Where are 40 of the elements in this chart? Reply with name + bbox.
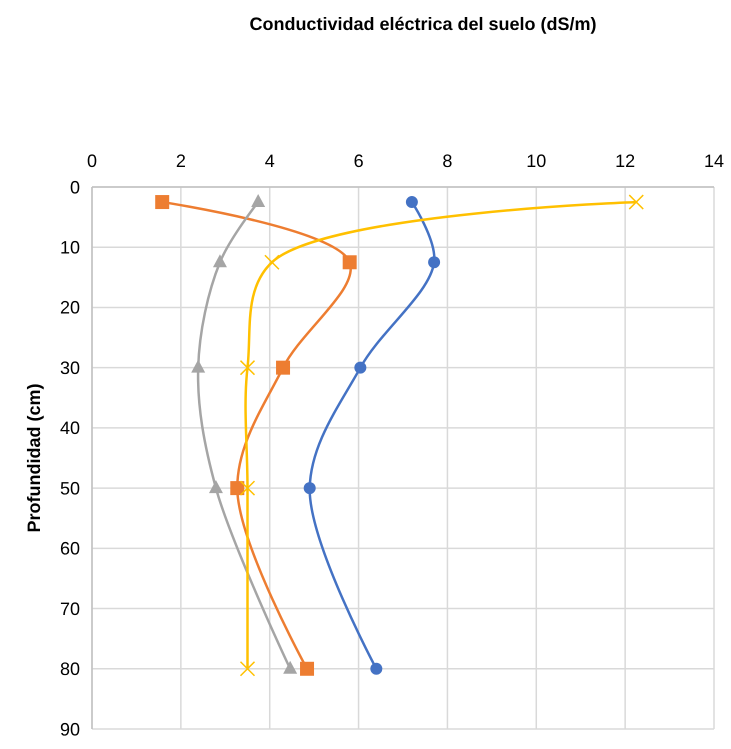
x-tick-label: 2 <box>176 151 186 171</box>
y-tick-label: 20 <box>60 298 80 318</box>
y-tick-label: 90 <box>60 719 80 740</box>
point <box>342 255 357 270</box>
y-tick-label: 80 <box>60 659 80 680</box>
point <box>251 194 266 208</box>
y-tick-label: 70 <box>60 598 80 619</box>
point <box>300 662 314 676</box>
y-tick-label: 50 <box>60 478 80 498</box>
point <box>406 196 418 208</box>
point <box>283 660 298 674</box>
point <box>304 482 316 494</box>
point <box>191 360 206 373</box>
x-tick-label: 0 <box>86 151 98 171</box>
point <box>230 481 244 496</box>
point <box>628 194 644 210</box>
y-tick-label: 40 <box>60 418 80 438</box>
point <box>276 360 290 375</box>
x-tick-label: 4 <box>264 151 275 171</box>
y-tick-label: 30 <box>60 358 80 378</box>
y-tick-label: 60 <box>60 538 80 559</box>
point <box>354 362 366 374</box>
point <box>208 480 223 494</box>
point <box>370 662 382 675</box>
x-tick-label: 14 <box>704 151 724 171</box>
point <box>240 480 256 496</box>
chart-title: Conductividad eléctrica del suelo (dS/m) <box>249 14 597 34</box>
point <box>212 254 227 268</box>
point <box>264 254 280 270</box>
x-tick-label: 10 <box>526 151 546 171</box>
point <box>240 360 256 376</box>
point <box>428 256 440 268</box>
point <box>240 661 256 677</box>
point <box>155 195 170 210</box>
x-tick-label: 12 <box>615 151 636 171</box>
y-tick-label: 10 <box>60 238 80 258</box>
y-axis-title: Profundidad (cm) <box>24 384 44 532</box>
x-tick-label: 8 <box>442 151 452 171</box>
y-tick-label: 0 <box>70 177 80 198</box>
x-tick-label: 6 <box>354 151 364 171</box>
